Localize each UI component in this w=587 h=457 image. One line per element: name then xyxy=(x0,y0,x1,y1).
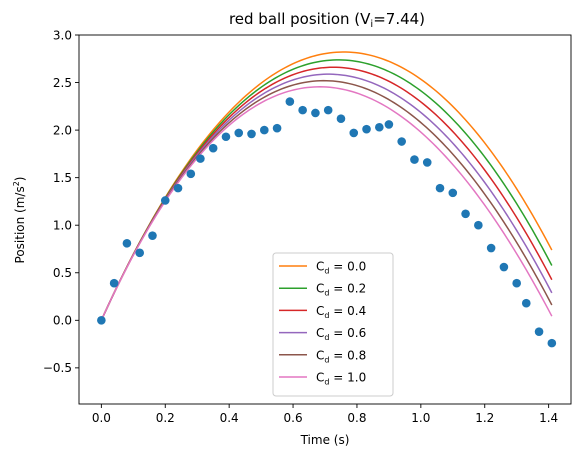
y-tick-label: 2.5 xyxy=(53,76,72,90)
legend-label-value: = 0.8 xyxy=(329,348,366,362)
chart-title-tail: =7.44) xyxy=(373,10,425,28)
legend-label-value: = 0.0 xyxy=(329,260,366,274)
data-point xyxy=(474,220,483,230)
legend-label-subscript: d xyxy=(324,289,329,298)
data-point xyxy=(160,196,170,205)
legend-label-subscript: d xyxy=(324,311,329,320)
data-point xyxy=(285,97,295,106)
legend-label: Cd = 0.4 xyxy=(316,304,366,320)
x-tick-label: 1.0 xyxy=(411,411,430,425)
legend-label-subscript: d xyxy=(324,378,329,387)
legend-label-value: = 0.4 xyxy=(329,304,366,318)
y-tick-label: 1.0 xyxy=(53,219,72,233)
chart-title-main: red ball position (V xyxy=(229,10,371,28)
data-point xyxy=(375,122,384,132)
legend-label-value: = 1.0 xyxy=(329,371,366,385)
legend-label-base: C xyxy=(316,326,324,340)
data-point xyxy=(410,155,419,164)
data-point xyxy=(336,114,346,123)
legend-label-subscript: d xyxy=(324,333,329,342)
x-tick-label: 1.2 xyxy=(475,411,494,425)
data-point xyxy=(362,124,371,134)
measured-points xyxy=(97,97,557,348)
data-point xyxy=(196,154,205,163)
x-tick-label: 0.6 xyxy=(284,411,303,425)
data-point xyxy=(384,120,394,129)
data-point xyxy=(461,209,470,219)
legend-label: Cd = 0.6 xyxy=(316,326,366,342)
legend-label-base: C xyxy=(316,348,324,362)
legend-label-base: C xyxy=(316,260,324,274)
data-point xyxy=(534,327,544,337)
data-point xyxy=(208,143,218,153)
data-point xyxy=(349,128,359,138)
data-point xyxy=(97,316,106,325)
legend-label: Cd = 0.0 xyxy=(316,260,366,276)
y-tick-label: 0.5 xyxy=(53,266,72,280)
legend-label-base: C xyxy=(316,371,324,385)
y-tick-label: 2.0 xyxy=(53,123,72,137)
x-axis-label: Time (s) xyxy=(300,433,350,447)
x-tick-label: 0.8 xyxy=(347,411,366,425)
x-axis-ticks: 0.0 0.2 0.4 0.6 0.8 1.0 1.2 1.4 xyxy=(92,404,558,425)
x-tick-label: 0.4 xyxy=(220,411,239,425)
chart-title-subscript: i xyxy=(370,19,373,30)
legend: Cd = 0.0Cd = 0.2Cd = 0.4Cd = 0.6Cd = 0.8… xyxy=(272,252,394,397)
data-point xyxy=(260,125,269,135)
data-point xyxy=(448,188,458,198)
data-point xyxy=(311,108,320,118)
data-point xyxy=(272,123,282,133)
data-point xyxy=(486,243,496,253)
legend-entries: Cd = 0.0Cd = 0.2Cd = 0.4Cd = 0.6Cd = 0.8… xyxy=(279,260,366,387)
y-axis-label-superscript: 2 xyxy=(12,181,21,186)
x-tick-label: 1.4 xyxy=(539,411,558,425)
y-tick-label: 3.0 xyxy=(53,28,72,42)
legend-label-subscript: d xyxy=(324,355,329,364)
y-tick-label: 1.5 xyxy=(53,171,72,185)
data-point xyxy=(247,129,256,139)
data-point xyxy=(109,278,119,288)
legend-label-base: C xyxy=(316,282,324,296)
plot-frame xyxy=(78,34,572,405)
y-tick-label: 0.0 xyxy=(53,314,72,328)
legend-label-value: = 0.6 xyxy=(329,326,366,340)
y-axis-label-tail: ) xyxy=(13,177,27,182)
data-point xyxy=(173,183,183,193)
y-axis-label-main: Position (m/s xyxy=(13,186,27,263)
chart-title: red ball position (Vi=7.44) xyxy=(229,10,425,30)
legend-label: Cd = 0.8 xyxy=(316,348,366,364)
data-point xyxy=(298,105,307,115)
legend-label: Cd = 1.0 xyxy=(316,371,366,387)
data-point xyxy=(499,262,509,272)
data-point xyxy=(323,105,333,115)
data-point xyxy=(422,158,432,167)
data-point xyxy=(122,238,132,248)
data-point xyxy=(435,183,445,193)
data-point xyxy=(135,248,144,258)
data-point xyxy=(521,298,531,308)
data-point xyxy=(148,231,157,240)
x-tick-label: 0.2 xyxy=(156,411,175,425)
legend-label-subscript: d xyxy=(324,267,329,276)
legend-label-value: = 0.2 xyxy=(329,282,366,296)
data-point xyxy=(547,338,557,348)
y-axis-ticks: −0.5 0.0 0.5 1.0 1.5 2.0 2.5 3.0 xyxy=(43,28,79,375)
legend-label: Cd = 0.2 xyxy=(316,282,366,298)
x-tick-label: 0.0 xyxy=(92,411,111,425)
data-point xyxy=(186,169,196,179)
data-point xyxy=(221,132,231,142)
data-point xyxy=(397,137,406,146)
y-axis-label: Position (m/s2) xyxy=(12,177,27,264)
data-point xyxy=(234,128,244,138)
legend-label-base: C xyxy=(316,304,324,318)
data-point xyxy=(512,278,521,288)
y-tick-label: −0.5 xyxy=(43,361,72,375)
